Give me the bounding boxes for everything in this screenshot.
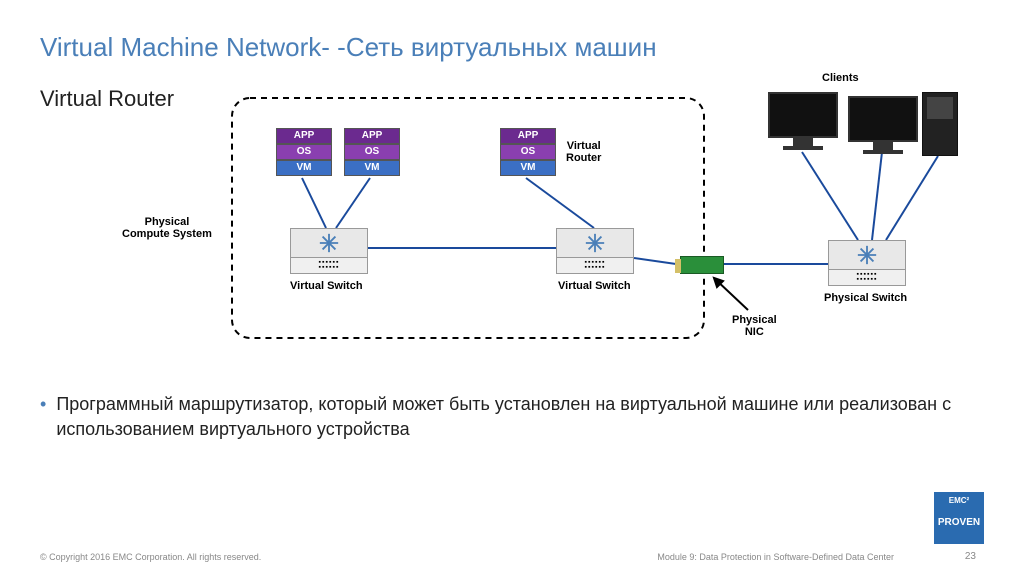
copyright: © Copyright 2016 EMC Corporation. All ri…: [40, 552, 261, 562]
emc-badge: EMC² PROVEN: [934, 492, 984, 544]
vm-stack-1: APPOSVM: [276, 128, 332, 176]
physical-nic-label: PhysicalNIC: [732, 314, 777, 338]
badge-bottom: PROVEN: [934, 517, 984, 528]
virtual-switch-1: ▪▪▪▪▪▪▪▪▪▪▪▪: [290, 228, 368, 274]
physical-switch-label: Physical Switch: [824, 292, 907, 304]
client-monitor-1: [768, 92, 838, 152]
page-number: 23: [965, 551, 976, 562]
clients-label: Clients: [822, 72, 859, 84]
physical-switch: ▪▪▪▪▪▪▪▪▪▪▪▪: [828, 240, 906, 286]
slide-title: Virtual Machine Network- -Сеть виртуальн…: [40, 32, 657, 63]
client-tower: [922, 92, 958, 156]
slide-subtitle: Virtual Router: [40, 86, 174, 112]
virtual-switch-2-label: Virtual Switch: [558, 280, 631, 292]
physical-nic: [680, 256, 724, 274]
vm-stack-2: APPOSVM: [344, 128, 400, 176]
physical-compute-label: PhysicalCompute System: [122, 216, 212, 240]
client-monitor-2: [848, 96, 918, 156]
bullet-point: • Программный маршрутизатор, который мож…: [40, 392, 964, 442]
vm-stack-3: APPOSVM: [500, 128, 556, 176]
bullet-marker: •: [40, 392, 46, 442]
virtual-switch-2: ▪▪▪▪▪▪▪▪▪▪▪▪: [556, 228, 634, 274]
module-label: Module 9: Data Protection in Software-De…: [657, 552, 894, 562]
virtual-router-label: VirtualRouter: [566, 140, 601, 164]
badge-top: EMC²: [934, 496, 984, 505]
virtual-switch-1-label: Virtual Switch: [290, 280, 363, 292]
bullet-text: Программный маршрутизатор, который может…: [56, 392, 964, 442]
